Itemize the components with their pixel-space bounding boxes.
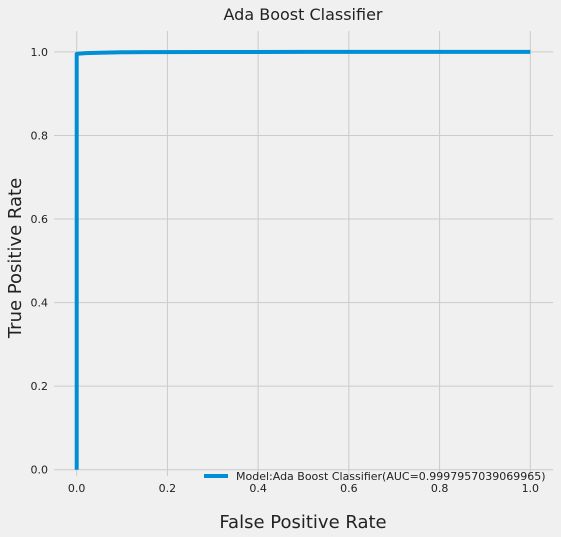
y-tick-label: 0.6 <box>31 213 49 226</box>
roc-curve-line <box>74 49 531 470</box>
tick-layer: 0.0 0.2 0.4 0.6 0.8 1.0 0.0 0.2 0.4 0.6 0.8 1.0 <box>31 46 540 495</box>
x-tick-label: 0.0 <box>68 482 86 495</box>
y-tick-label: 0.4 <box>31 297 49 310</box>
x-tick-label: 0.4 <box>249 482 267 495</box>
legend: Model:Ada Boost Classifier(AUC=0.9997957… <box>204 470 546 483</box>
chart-title: Ada Boost Classifier <box>224 5 383 24</box>
y-axis-title: True Positive Rate <box>5 178 26 339</box>
series-layer <box>74 49 531 470</box>
y-tick-label: 0.8 <box>31 129 49 142</box>
y-tick-label: 0.0 <box>31 464 49 477</box>
x-tick-label: 1.0 <box>522 482 540 495</box>
y-tick-label: 0.2 <box>31 380 49 393</box>
x-tick-label: 0.8 <box>431 482 449 495</box>
x-tick-label: 0.6 <box>340 482 358 495</box>
grid-layer <box>54 31 553 476</box>
x-tick-label: 0.2 <box>159 482 177 495</box>
x-axis-title: False Positive Rate <box>219 512 386 533</box>
legend-label: Model:Ada Boost Classifier(AUC=0.9997957… <box>236 470 546 483</box>
y-tick-label: 1.0 <box>31 46 49 59</box>
